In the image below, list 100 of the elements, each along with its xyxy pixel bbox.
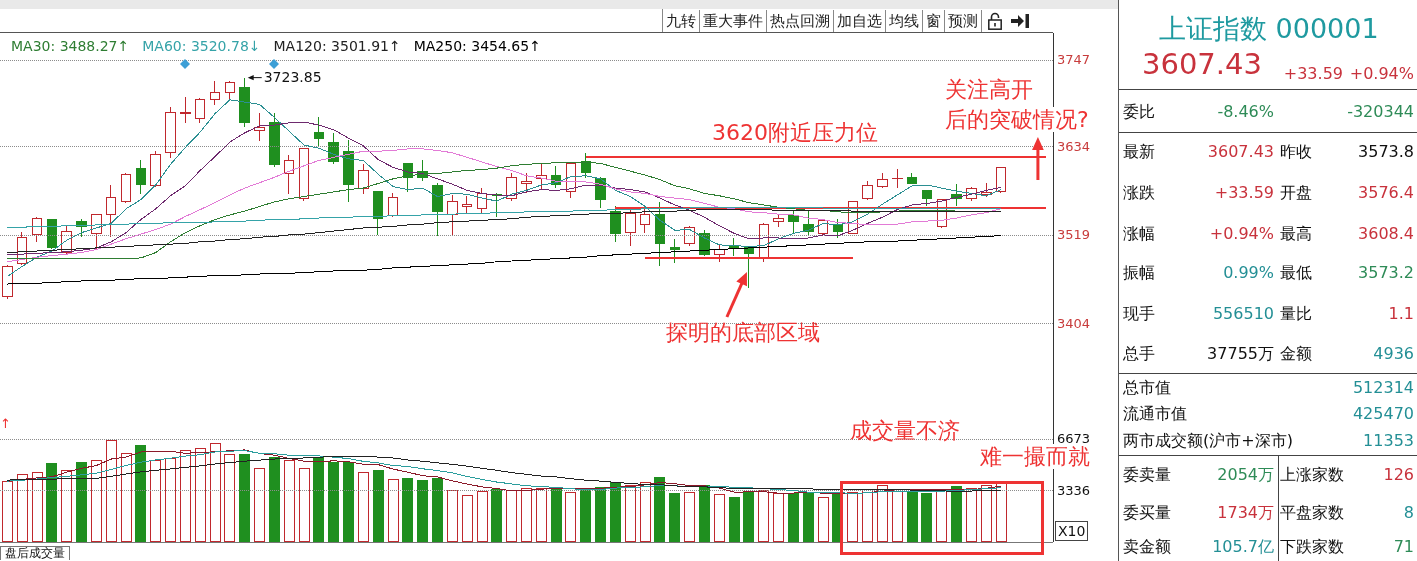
bar (16, 474, 28, 542)
text: 热点回溯 (767, 10, 834, 32)
candlestick (269, 112, 280, 168)
text: 量比 (1280, 304, 1312, 324)
bar (876, 484, 888, 542)
bar (491, 488, 503, 542)
text: +0.94% (1349, 64, 1414, 84)
candlestick (358, 163, 369, 195)
bar (550, 486, 562, 542)
candlestick (773, 214, 784, 228)
candlestick (996, 166, 1006, 194)
text: MA250: 3454.65↑ (413, 38, 541, 54)
line-series (6, 209, 1002, 254)
text: 1734万 (1217, 503, 1274, 523)
candlestick (670, 238, 680, 264)
text: 昨收 (1280, 142, 1312, 162)
annotation: 3620附近压力位 (711, 120, 878, 145)
bar (565, 491, 577, 542)
bar (654, 476, 666, 542)
candlestick (610, 205, 621, 243)
bar (713, 493, 725, 542)
text: 37755万 (1207, 344, 1274, 364)
bar (268, 456, 280, 542)
text: 委比 (1123, 102, 1155, 122)
text: 涨幅 (1123, 224, 1155, 244)
text: -8.46% (1217, 102, 1274, 122)
candlestick (284, 154, 294, 195)
candlestick (180, 96, 191, 124)
y-tick-label: 6673 (1057, 431, 1091, 447)
text: 上证指数 000001 (1159, 13, 1379, 45)
text: 最高 (1280, 224, 1312, 244)
text: 上涨家数 (1280, 465, 1344, 485)
bar (639, 482, 651, 542)
bar (283, 459, 295, 542)
bar (105, 439, 117, 542)
bar (951, 486, 963, 542)
text: 556510 (1212, 304, 1274, 324)
bar (150, 460, 162, 542)
candlestick (462, 195, 472, 214)
text: 425470 (1352, 404, 1414, 424)
bar (862, 488, 874, 542)
bar (684, 491, 696, 542)
bar (817, 497, 829, 542)
bar (461, 494, 473, 542)
text: 4936 (1373, 344, 1414, 364)
candlestick (314, 116, 324, 148)
bar (506, 489, 518, 542)
bar (76, 461, 88, 542)
text: 2054万 (1217, 465, 1274, 485)
line-series (6, 148, 1002, 263)
bar (417, 480, 429, 542)
text: 涨跌 (1123, 183, 1155, 203)
bar (31, 472, 43, 542)
text: 总手 (1123, 344, 1155, 364)
annotation: 关注高开后的突破情况? (944, 77, 1089, 132)
text: 加自选 (834, 10, 886, 32)
bar (995, 482, 1007, 542)
bar (669, 492, 681, 542)
bar (580, 488, 592, 542)
bar (624, 484, 636, 542)
candlestick (47, 218, 57, 250)
bar (46, 462, 58, 542)
text: 金额 (1280, 344, 1312, 364)
text: 11353 (1363, 431, 1414, 451)
bar (698, 485, 710, 542)
candlestick (877, 172, 888, 189)
candlestick (892, 168, 903, 189)
text: 下跌家数 (1280, 537, 1344, 557)
bar (254, 468, 266, 542)
bar (936, 489, 948, 542)
bar (61, 470, 73, 542)
text: 71 (1393, 537, 1414, 557)
text: +33.59 (1283, 64, 1343, 84)
annotation: 探明的底部区域 (665, 320, 820, 345)
text: 105.7亿 (1212, 537, 1274, 557)
candlestick (106, 184, 116, 238)
candlestick (225, 80, 235, 100)
y-tick-label: 3634 (1057, 139, 1091, 155)
text: 现手 (1123, 304, 1155, 324)
bar (194, 448, 206, 542)
candlestick (506, 172, 517, 202)
bar (446, 489, 458, 542)
candlestick (373, 190, 383, 236)
text: 126 (1383, 465, 1414, 485)
annotation: 3723.85 (263, 68, 322, 85)
bar (209, 442, 221, 542)
text: MA30: 3488.27↑ (11, 38, 130, 54)
bar (313, 457, 325, 542)
text: 流通市值 (1123, 404, 1187, 424)
y-tick-label: 3404 (1057, 315, 1091, 331)
text: 最低 (1280, 263, 1312, 283)
bar (535, 487, 547, 542)
text: 8 (1403, 503, 1414, 523)
candlestick (581, 152, 591, 179)
bar (432, 477, 444, 542)
bar (1, 480, 13, 542)
bar (773, 492, 785, 542)
text: 3573.8 (1358, 142, 1414, 162)
candlestick (210, 80, 220, 106)
candlestick (32, 216, 42, 243)
